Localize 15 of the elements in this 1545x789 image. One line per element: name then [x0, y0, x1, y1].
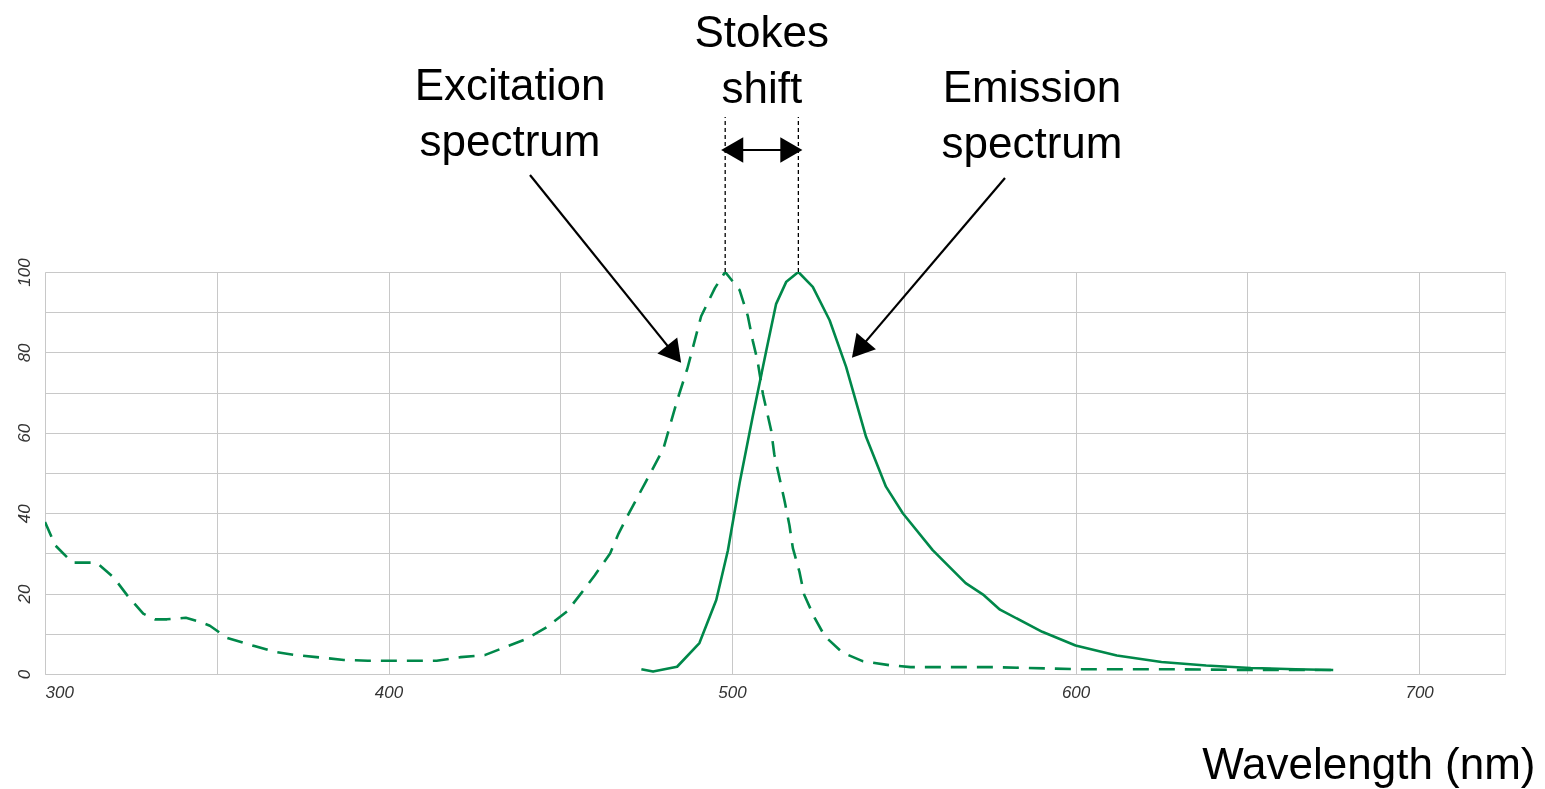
x-tick-label: 500: [718, 682, 748, 702]
text: Stokes shift: [694, 7, 830, 112]
text: Emission spectrum: [941, 62, 1123, 167]
y-tick-label: 40: [14, 503, 34, 524]
x-axis-title: Wavelength (nm): [1202, 738, 1536, 788]
x-tick-label: 300: [45, 682, 75, 702]
y-tick-label: 60: [14, 423, 34, 443]
y-tick-label: 20: [14, 584, 34, 605]
x-tick-label: 400: [374, 682, 404, 702]
y-tick-label: 100: [14, 257, 34, 287]
x-tick-label: 600: [1061, 682, 1091, 702]
text: Excitation spectrum: [414, 60, 606, 165]
y-tick-label: 0: [14, 669, 34, 680]
x-tick-label: 700: [1405, 682, 1435, 702]
y-tick-label: 80: [14, 342, 34, 363]
